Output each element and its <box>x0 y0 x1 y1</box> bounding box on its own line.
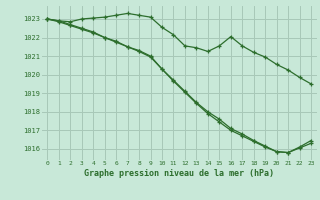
X-axis label: Graphe pression niveau de la mer (hPa): Graphe pression niveau de la mer (hPa) <box>84 169 274 178</box>
